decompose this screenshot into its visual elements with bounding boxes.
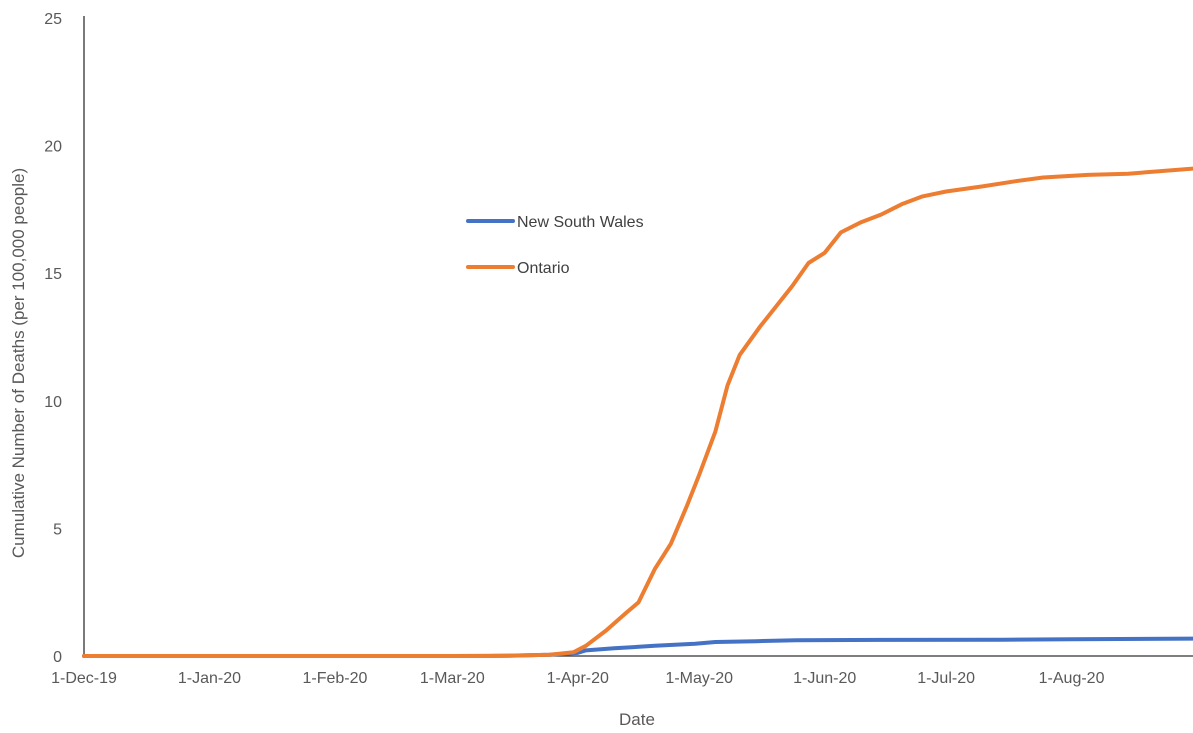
y-tick-label: 25	[44, 11, 62, 28]
x-tick-label: 1-Mar-20	[420, 670, 485, 687]
legend-label-ontario: Ontario	[517, 260, 570, 277]
x-tick-label: 1-May-20	[665, 670, 733, 687]
x-tick-label: 1-Feb-20	[302, 670, 367, 687]
y-tick-label: 0	[53, 649, 62, 666]
x-tick-label: 1-Jan-20	[178, 670, 241, 687]
y-tick-label: 15	[44, 266, 62, 283]
legend-label-new-south-wales: New South Wales	[517, 214, 644, 231]
y-axis-title: Cumulative Number of Deaths (per 100,000…	[9, 168, 28, 558]
y-tick-label: 10	[44, 394, 62, 411]
x-tick-label: 1-Apr-20	[547, 670, 609, 687]
x-axis-title: Date	[619, 710, 655, 729]
x-tick-label: 1-Jul-20	[917, 670, 975, 687]
x-tick-label: 1-Aug-20	[1039, 670, 1105, 687]
y-tick-label: 5	[53, 521, 62, 538]
x-tick-label: 1-Jun-20	[793, 670, 856, 687]
series-line-new-south-wales	[82, 636, 1193, 658]
y-tick-label: 20	[44, 139, 62, 156]
x-tick-label: 1-Dec-19	[51, 670, 117, 687]
series-line-ontario	[82, 166, 1193, 658]
